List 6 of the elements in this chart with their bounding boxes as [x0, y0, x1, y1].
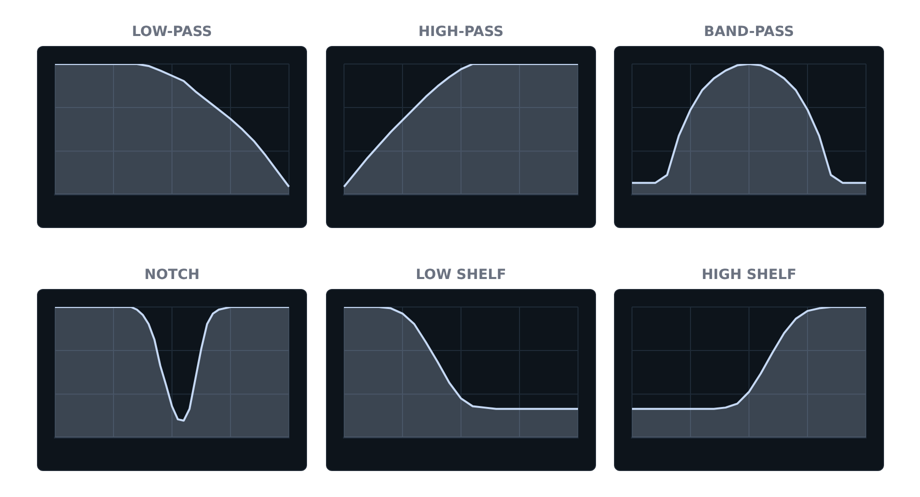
chart-title: HIGH SHELF	[700, 266, 798, 285]
chart-title: HIGH-PASS	[417, 23, 505, 42]
chart-title: NOTCH	[143, 266, 201, 285]
chart-title: LOW-PASS	[130, 23, 214, 42]
chart-title: LOW SHELF	[414, 266, 508, 285]
chart-title: BAND-PASS	[702, 23, 796, 42]
